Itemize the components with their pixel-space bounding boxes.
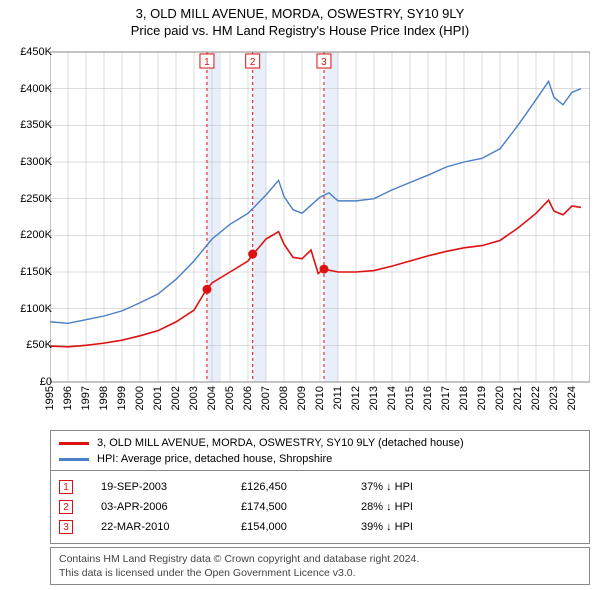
x-tick-label: 1997 [80,386,92,410]
x-tick-label: 2005 [224,386,236,410]
transaction-table: 1 19-SEP-2003 £126,450 37% ↓ HPI 2 03-AP… [50,470,590,544]
marker-badge: 3 [59,520,73,534]
x-tick-label: 2021 [512,386,524,410]
legend-item-property: 3, OLD MILL AVENUE, MORDA, OSWESTRY, SY1… [59,435,581,451]
x-tick-label: 2017 [440,386,452,410]
x-tick-label: 2004 [206,386,218,410]
x-tick-label: 2000 [134,386,146,410]
x-tick-label: 2024 [566,386,578,410]
transaction-diff: 39% ↓ HPI [361,521,481,533]
transaction-date: 03-APR-2006 [101,501,241,513]
legend-item-hpi: HPI: Average price, detached house, Shro… [59,451,581,467]
y-tick-label: £150K [4,266,52,278]
transaction-date: 22-MAR-2010 [101,521,241,533]
attribution-line1: Contains HM Land Registry data © Crown c… [59,552,581,566]
y-tick-label: £100K [4,303,52,315]
x-tick-label: 2001 [152,386,164,410]
x-tick-label: 1996 [62,386,74,410]
svg-text:3: 3 [321,57,327,68]
legend-label: HPI: Average price, detached house, Shro… [97,453,332,465]
y-tick-label: £350K [4,119,52,131]
attribution: Contains HM Land Registry data © Crown c… [50,547,590,585]
x-tick-label: 2022 [530,386,542,410]
chart-subtitle: Price paid vs. HM Land Registry's House … [0,21,600,42]
legend-label: 3, OLD MILL AVENUE, MORDA, OSWESTRY, SY1… [97,437,464,449]
chart-plot-area: 1 2 3 [50,50,590,420]
x-tick-label: 2015 [404,386,416,410]
transaction-row: 3 22-MAR-2010 £154,000 39% ↓ HPI [59,517,581,537]
x-tick-label: 2016 [422,386,434,410]
transaction-diff: 37% ↓ HPI [361,481,481,493]
transaction-price: £154,000 [241,521,361,533]
x-tick-label: 2009 [296,386,308,410]
x-tick-label: 2010 [314,386,326,410]
svg-text:2: 2 [250,57,256,68]
transaction-row: 2 03-APR-2006 £174,500 28% ↓ HPI [59,497,581,517]
chart-svg: 1 2 3 [50,50,590,420]
transaction-row: 1 19-SEP-2003 £126,450 37% ↓ HPI [59,477,581,497]
x-tick-label: 1995 [44,386,56,410]
y-tick-label: £400K [4,83,52,95]
x-tick-label: 2011 [332,386,344,410]
x-tick-label: 2023 [548,386,560,410]
y-tick-label: £50K [4,339,52,351]
legend-swatch [59,458,89,461]
x-tick-label: 2013 [368,386,380,410]
y-tick-label: £300K [4,156,52,168]
x-tick-label: 2019 [476,386,488,410]
x-tick-label: 2006 [242,386,254,410]
x-tick-label: 2012 [350,386,362,410]
legend: 3, OLD MILL AVENUE, MORDA, OSWESTRY, SY1… [50,430,590,472]
x-tick-label: 2007 [260,386,272,410]
y-tick-label: £200K [4,229,52,241]
transaction-diff: 28% ↓ HPI [361,501,481,513]
x-tick-label: 1998 [98,386,110,410]
x-tick-label: 1999 [116,386,128,410]
x-tick-label: 2003 [188,386,200,410]
y-tick-label: £250K [4,193,52,205]
y-tick-label: £450K [4,46,52,58]
x-tick-label: 2014 [386,386,398,410]
x-tick-label: 2018 [458,386,470,410]
marker-badge: 1 [59,480,73,494]
svg-text:1: 1 [204,57,210,68]
transaction-price: £174,500 [241,501,361,513]
chart-container: { "title": "3, OLD MILL AVENUE, MORDA, O… [0,0,600,590]
transaction-price: £126,450 [241,481,361,493]
x-tick-label: 2008 [278,386,290,410]
transaction-date: 19-SEP-2003 [101,481,241,493]
chart-title: 3, OLD MILL AVENUE, MORDA, OSWESTRY, SY1… [0,0,600,21]
x-tick-label: 2002 [170,386,182,410]
marker-badge: 2 [59,500,73,514]
legend-swatch [59,442,89,445]
x-tick-label: 2020 [494,386,506,410]
attribution-line2: This data is licensed under the Open Gov… [59,566,581,580]
